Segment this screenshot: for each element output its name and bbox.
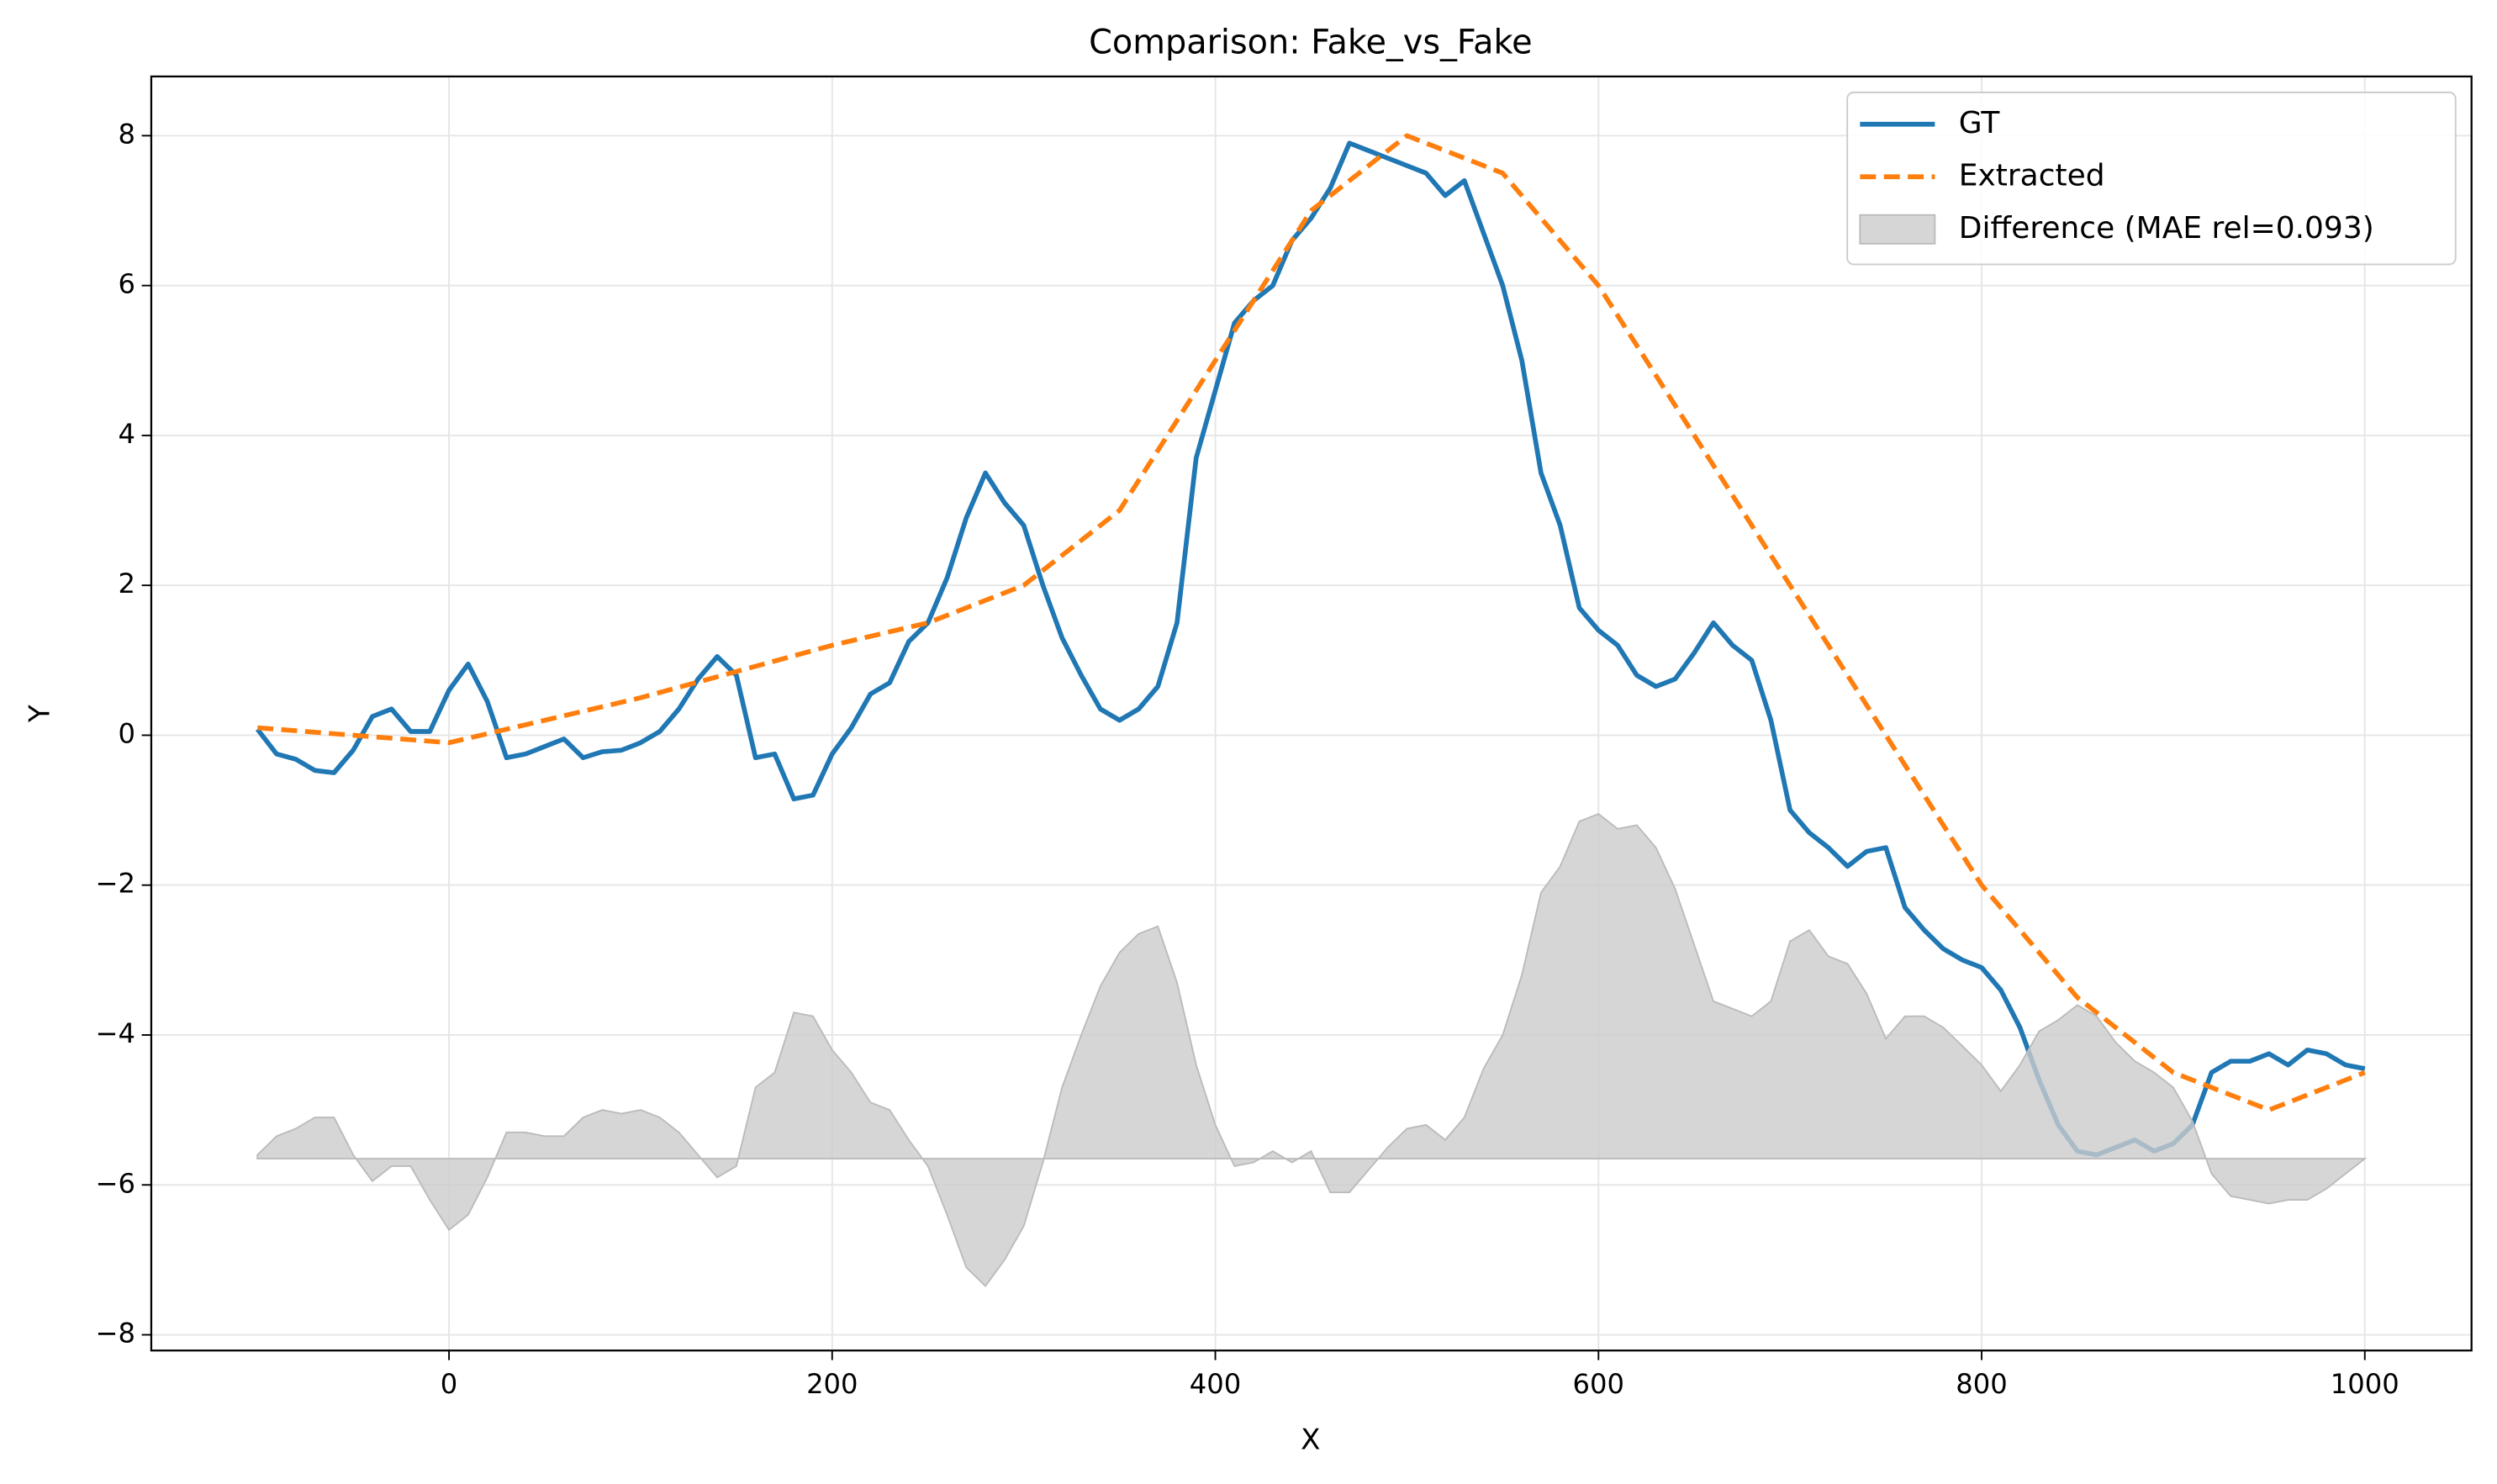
legend-label: GT bbox=[1959, 106, 2001, 140]
legend-label: Extracted bbox=[1959, 158, 2105, 193]
x-tick-label: 0 bbox=[441, 1368, 457, 1400]
y-tick-label: −8 bbox=[96, 1318, 135, 1349]
chart-title: Comparison: Fake_vs_Fake bbox=[1089, 24, 1532, 62]
x-axis-label: X bbox=[1301, 1423, 1320, 1457]
y-tick-label: 8 bbox=[119, 118, 135, 150]
legend-box bbox=[1846, 91, 2457, 266]
y-axis-label: Y bbox=[24, 705, 57, 723]
x-tick-label: 200 bbox=[806, 1368, 858, 1400]
legend-label: Difference (MAE rel=0.093) bbox=[1959, 211, 2374, 246]
plot-frame bbox=[150, 75, 2473, 1352]
y-tick-label: −6 bbox=[96, 1167, 135, 1199]
x-tick-label: 1000 bbox=[2331, 1368, 2399, 1400]
y-tick-label: 0 bbox=[119, 717, 135, 749]
y-tick-label: 6 bbox=[119, 268, 135, 300]
series-line bbox=[255, 140, 2366, 1158]
legend-swatch bbox=[1859, 214, 1936, 245]
x-tick-label: 600 bbox=[1573, 1368, 1624, 1400]
difference-area bbox=[256, 812, 2368, 1288]
y-tick-label: 4 bbox=[119, 418, 135, 450]
series-line bbox=[256, 133, 2366, 1112]
y-tick-label: 2 bbox=[119, 568, 135, 599]
x-tick-label: 800 bbox=[1956, 1368, 2007, 1400]
y-tick-label: −4 bbox=[96, 1017, 135, 1049]
x-tick-label: 400 bbox=[1190, 1368, 1241, 1400]
y-tick-label: −2 bbox=[96, 868, 135, 900]
